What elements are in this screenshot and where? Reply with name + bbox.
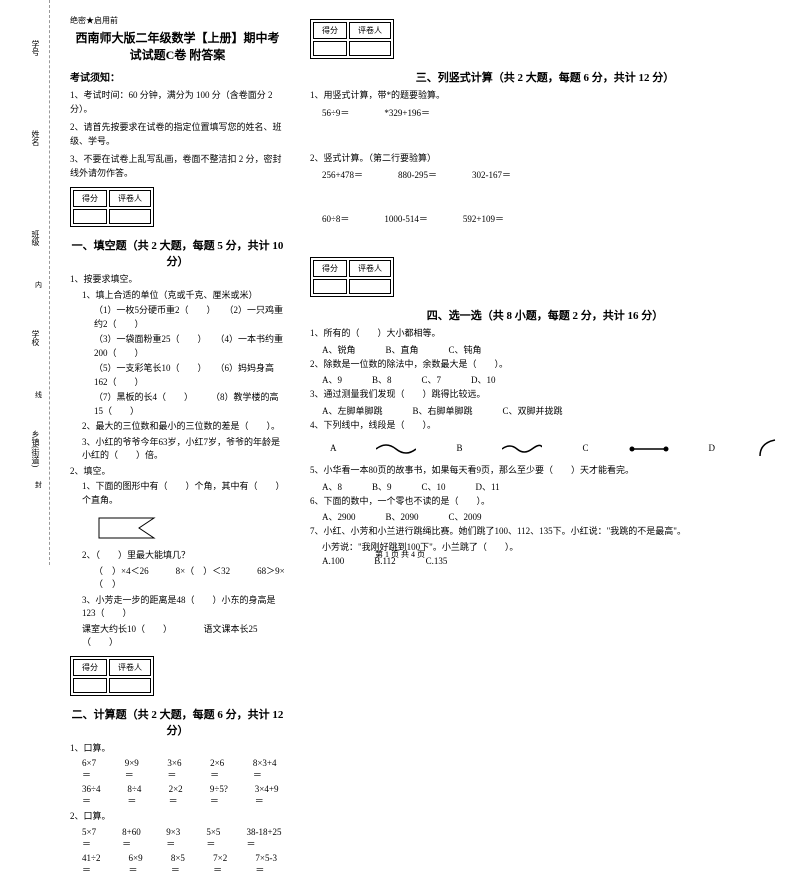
shape-label: D	[709, 443, 716, 453]
question-stem: 1、按要求填空。	[70, 273, 285, 287]
choice-row: A、左脚单脚跳B、右脚单脚跳C、双脚并拢跳	[322, 404, 780, 417]
notice-item: 1、考试时间：60 分钟，满分为 100 分（含卷面分 2 分）。	[70, 88, 285, 117]
score-box: 得分评卷人	[70, 656, 154, 696]
calc-row: 256+478＝880-295＝302-167＝	[322, 168, 780, 181]
choice-row: A、9B、8C、7D、10	[322, 373, 780, 386]
calc-row: 36÷4＝8÷4＝2×2＝9÷5?＝3×4+9＝	[82, 784, 285, 807]
page-footer: 第 1 页 共 4 页	[375, 549, 425, 560]
choice-row: A、2900B、2090C、2009	[322, 510, 780, 523]
secret-label: 绝密★启用前	[70, 15, 285, 26]
calc-row: 6×7＝9×9＝3×6＝2×6＝8×3+4＝	[82, 758, 285, 781]
flag-shape-icon	[94, 513, 174, 543]
question-stem: 7、小红、小芳和小兰进行跳绳比赛。她们跳了100、112、135下。小红说："我…	[310, 525, 780, 539]
binding-label: 班级	[30, 230, 41, 246]
score-box: 得分评卷人	[310, 257, 394, 297]
page-content: 绝密★启用前 西南师大版二年级数学【上册】期中考试试题C卷 附答案 考试须知： …	[60, 0, 800, 889]
question-item: （ ）×4＜26 8×（ ）＜32 68＞9×（ ）	[70, 565, 285, 592]
section-title: 三、列竖式计算（共 2 大题，每题 6 分，共计 12 分）	[310, 69, 780, 85]
question-item: （5）一支彩笔长10（ ） （6）妈妈身高162（ ）	[70, 362, 285, 389]
choice-row: A、锐角B、直角C、钝角	[322, 343, 780, 356]
score-cell: 评卷人	[109, 190, 151, 207]
notice-item: 2、请首先按要求在试卷的指定位置填写您的姓名、班级、学号。	[70, 120, 285, 149]
question-sub: 1、下面的图形中有（ ）个角，其中有（ ）个直角。	[70, 480, 285, 507]
wavy-line-icon	[502, 441, 542, 456]
score-cell: 得分	[73, 190, 107, 207]
score-cell: 评卷人	[349, 260, 391, 277]
question-stem: 2、口算。	[70, 810, 285, 824]
question-item: （7）黑板的长4（ ） （8）教学楼的高15（ ）	[70, 391, 285, 418]
question-stem: 4、下列线中，线段是（ ）。	[310, 419, 780, 433]
score-box: 得分评卷人	[310, 19, 394, 59]
question-item: （1）一枚5分硬币重2（ ） （2）一只鸡重约2（ ）	[70, 304, 285, 331]
shape-label: B	[456, 443, 462, 453]
question-item: （3）一袋面粉重25（ ） （4）一本书约重200（ ）	[70, 333, 285, 360]
calc-row: 60÷8＝1000-514＝592+109＝	[322, 212, 780, 225]
wavy-line-icon	[376, 441, 416, 456]
line-shapes-row: A B C D	[330, 438, 780, 458]
question-stem: 1、口算。	[70, 742, 285, 756]
binding-marker: 内	[35, 280, 42, 290]
notice-title: 考试须知：	[70, 69, 285, 84]
section-title: 四、选一选（共 8 小题，每题 2 分，共计 16 分）	[310, 307, 780, 323]
question-stem: 6、下面的数中，一个零也不读的是（ ）。	[310, 495, 780, 509]
binding-label: 姓名	[30, 130, 41, 146]
score-cell: 得分	[73, 659, 107, 676]
question-stem: 2、竖式计算。（第二行要验算）	[310, 152, 780, 166]
question-stem: 1、用竖式计算，带*的题要验算。	[310, 89, 780, 103]
notice-item: 3、不要在试卷上乱写乱画，卷面不整洁扣 2 分，密封线外请勿作答。	[70, 152, 285, 181]
question-sub: 3、小红的爷爷今年63岁，小红7岁，爷爷的年龄是小红的（ ）倍。	[70, 436, 285, 463]
right-column: 得分评卷人 三、列竖式计算（共 2 大题，每题 6 分，共计 12 分） 1、用…	[310, 15, 780, 879]
calc-row: 5×7＝8+60＝9×3＝5×5＝38-18+25＝	[82, 827, 285, 850]
arc-line-icon	[755, 438, 780, 458]
question-sub: 课室大约长10（ ） 语文课本长25（ ）	[70, 623, 285, 650]
choice-row: A、8B、9C、10D、11	[322, 480, 780, 493]
question-stem: 2、除数是一位数的除法中，余数最大是（ ）。	[310, 358, 780, 372]
binding-marker: 线	[35, 390, 42, 400]
question-stem: 2、填空。	[70, 465, 285, 479]
question-stem: 3、通过测量我们发现（ ）跳得比较远。	[310, 388, 780, 402]
left-column: 绝密★启用前 西南师大版二年级数学【上册】期中考试试题C卷 附答案 考试须知： …	[70, 15, 285, 879]
question-stem: 5、小华看一本80页的故事书，如果每天看9页，那么至少要（ ）天才能看完。	[310, 464, 780, 478]
binding-label: 乡镇(街道)	[30, 430, 41, 467]
question-sub: 3、小芳走一步的距离是48（ ）小东的身高是123（ ）	[70, 594, 285, 621]
exam-title: 西南师大版二年级数学【上册】期中考试试题C卷 附答案	[70, 29, 285, 63]
binding-label: 学号	[30, 40, 41, 56]
question-sub: 2、最大的三位数和最小的三位数的差是（ ）。	[70, 420, 285, 434]
section-title: 一、填空题（共 2 大题，每题 5 分，共计 10 分）	[70, 237, 285, 269]
calc-row: 41÷2＝6×9＝8×5＝7×2＝7×5-3＝	[82, 853, 285, 876]
calc-row: 56÷9＝*329+196＝	[322, 106, 780, 119]
question-stem: 1、所有的（ ）大小都相等。	[310, 327, 780, 341]
question-sub: 2、（ ）里最大能填几？	[70, 549, 285, 563]
section-title: 二、计算题（共 2 大题，每题 6 分，共计 12 分）	[70, 706, 285, 738]
binding-label: 学校	[30, 330, 41, 346]
question-sub: 1、填上合适的单位（克或千克、厘米或米）	[70, 289, 285, 303]
shape-label: A	[330, 443, 337, 453]
score-cell: 评卷人	[109, 659, 151, 676]
score-box: 得分评卷人	[70, 187, 154, 227]
score-cell: 评卷人	[349, 22, 391, 39]
score-cell: 得分	[313, 260, 347, 277]
segment-line-icon	[629, 441, 669, 456]
binding-marker: 封	[35, 480, 42, 490]
shape-label: C	[582, 443, 588, 453]
binding-margin: 学号 姓名 班级 学校 乡镇(街道) 内 线 封	[0, 0, 50, 565]
score-cell: 得分	[313, 22, 347, 39]
